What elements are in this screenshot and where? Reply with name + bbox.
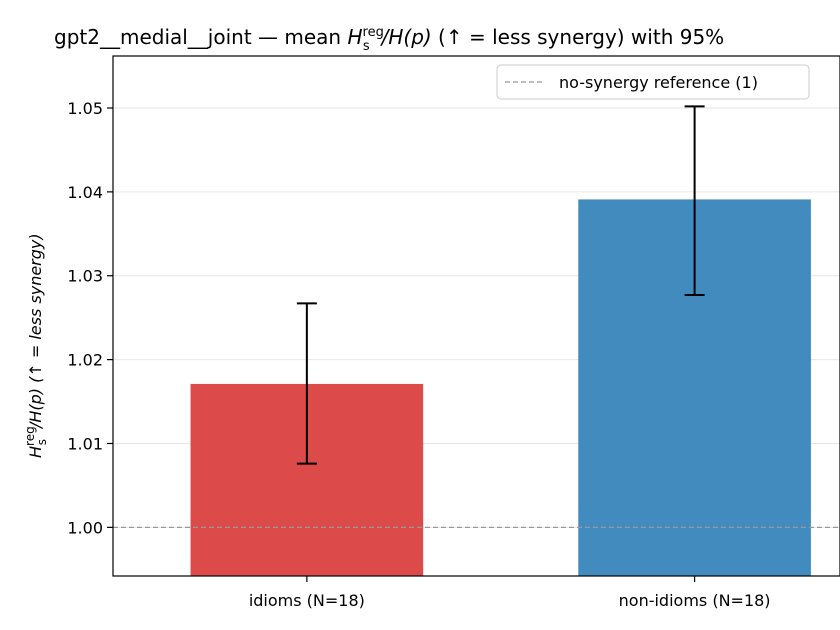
x-tick-label: idioms (N=18) (249, 591, 365, 610)
x-tick-label: non-idioms (N=18) (619, 591, 771, 610)
ylabel-sub: s (35, 439, 49, 445)
title-metric-sup: reg (363, 25, 384, 40)
ylabel-base: H (26, 446, 45, 458)
ylabel-tail: /H(p) (↑ = less synergy) (26, 233, 45, 430)
bars (190, 199, 811, 576)
y-tick-label: 1.04 (67, 183, 103, 202)
y-tick-label: 1.00 (67, 518, 103, 537)
y-axis-label: Hregs/H(p) (↑ = less synergy) (23, 233, 49, 458)
legend: no-synergy reference (1) (496, 64, 810, 100)
chart-title: gpt2__medial__joint — mean Hreg s/H(p) (↑… (54, 25, 724, 54)
title-metric-sub: s (363, 39, 370, 54)
legend-box (496, 64, 810, 100)
y-tick-label: 1.02 (67, 351, 103, 370)
y-tick-label: 1.05 (67, 99, 103, 118)
error-bars (296, 105, 705, 465)
title-suffix: (↑ = less synergy) with 95% (432, 25, 725, 49)
x-axis: idioms (N=18) non-idioms (N=18) (249, 576, 771, 610)
y-tick-label: 1.01 (67, 434, 103, 453)
title-metric-tail: /H(p) (380, 25, 432, 49)
title-metric-base: H (347, 25, 362, 49)
y-tick-label: 1.03 (67, 267, 103, 286)
y-axis: 1.00 1.01 1.02 1.03 1.04 1.05 (67, 99, 113, 537)
legend-label-reference: no-synergy reference (1) (559, 73, 758, 92)
title-prefix: gpt2__medial__joint — mean (54, 25, 347, 49)
ylabel-sup: reg (23, 426, 37, 446)
plot-frame (112, 55, 840, 577)
